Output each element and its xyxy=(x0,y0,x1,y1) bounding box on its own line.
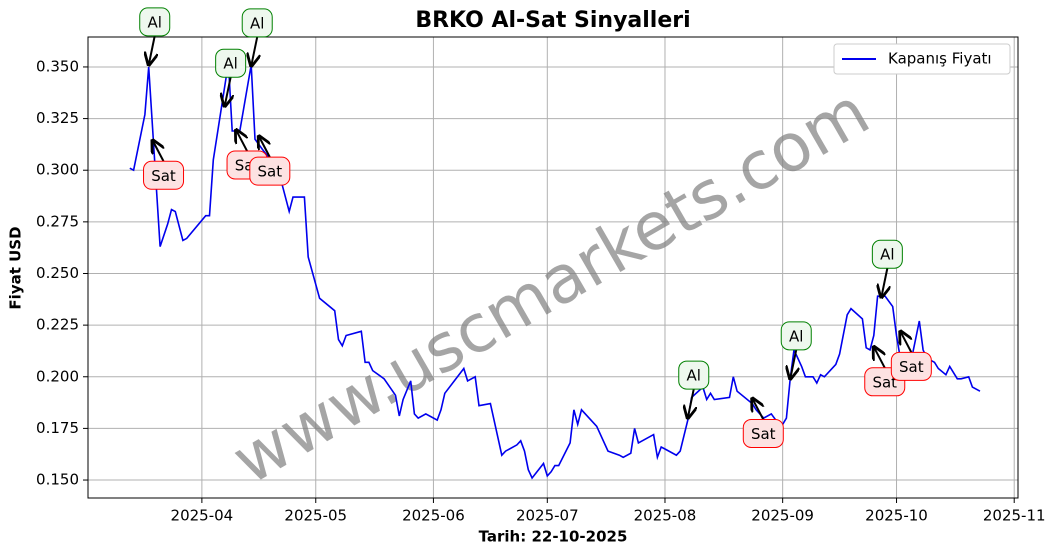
signal-arrow xyxy=(251,36,257,66)
signal-box xyxy=(143,160,185,190)
signal-arrow xyxy=(900,331,911,353)
signal-arrow xyxy=(790,349,796,379)
signal-arrow xyxy=(153,140,164,162)
y-tick-label: 0.250 xyxy=(36,264,79,282)
x-tick-label: 2025-04 xyxy=(171,507,234,525)
x-tick-label: 2025-10 xyxy=(865,507,928,525)
plot-frame xyxy=(87,36,1019,499)
chart-title: BRKO Al-Sat Sinyalleri xyxy=(415,8,690,33)
signal-label: Sat xyxy=(899,358,924,376)
y-tick-label: 0.175 xyxy=(36,419,79,437)
signal-label: Sat xyxy=(872,373,897,391)
signal-box xyxy=(678,360,710,390)
y-tick-label: 0.225 xyxy=(36,316,79,334)
signal-label: Al xyxy=(880,246,894,264)
signal-arrow xyxy=(752,398,763,420)
signal-box xyxy=(871,239,903,269)
x-tick-label: 2025-09 xyxy=(751,507,814,525)
price-line xyxy=(129,62,981,480)
signal-arrow xyxy=(881,268,887,297)
signal-box xyxy=(780,321,812,351)
signal-box xyxy=(742,418,784,448)
signal-box xyxy=(139,7,171,37)
signal-label: Al xyxy=(148,13,162,31)
legend-box xyxy=(833,43,1011,75)
signal-arrow xyxy=(225,76,231,106)
y-tick-label: 0.275 xyxy=(36,212,79,230)
y-axis-label: Fiyat USD xyxy=(7,226,25,309)
y-tick-label: 0.300 xyxy=(36,161,79,179)
y-tick-label: 0.150 xyxy=(36,471,79,489)
legend: Kapanış Fiyatı xyxy=(833,43,1011,75)
y-tick-label: 0.350 xyxy=(36,57,79,75)
signal-label: Al xyxy=(687,367,701,385)
x-tick-label: 2025-07 xyxy=(516,507,579,525)
x-tick-label: 2025-11 xyxy=(983,507,1046,525)
signal-arrow xyxy=(259,136,270,158)
signal-arrow xyxy=(149,35,155,65)
x-tick-label: 2025-05 xyxy=(284,507,347,525)
signal-box xyxy=(249,156,291,186)
x-axis-label: Tarih: 22-10-2025 xyxy=(479,528,628,546)
signal-box xyxy=(241,8,273,38)
signal-arrow xyxy=(688,388,694,418)
signal-arrow xyxy=(874,347,885,369)
signal-label: Sat xyxy=(258,163,283,181)
signal-label: Al xyxy=(250,14,264,32)
signal-label: Sat xyxy=(751,425,776,443)
x-tick-label: 2025-06 xyxy=(402,507,465,525)
y-tick-label: 0.325 xyxy=(36,109,79,127)
y-tick-label: 0.200 xyxy=(36,367,79,385)
signal-label: Al xyxy=(223,55,237,73)
signal-label: Al xyxy=(789,327,803,345)
legend-label: Kapanış Fiyatı xyxy=(888,50,992,68)
signal-box xyxy=(890,351,932,381)
signal-arrow xyxy=(236,130,247,152)
signal-label: Sat xyxy=(151,167,176,185)
x-tick-label: 2025-08 xyxy=(634,507,697,525)
